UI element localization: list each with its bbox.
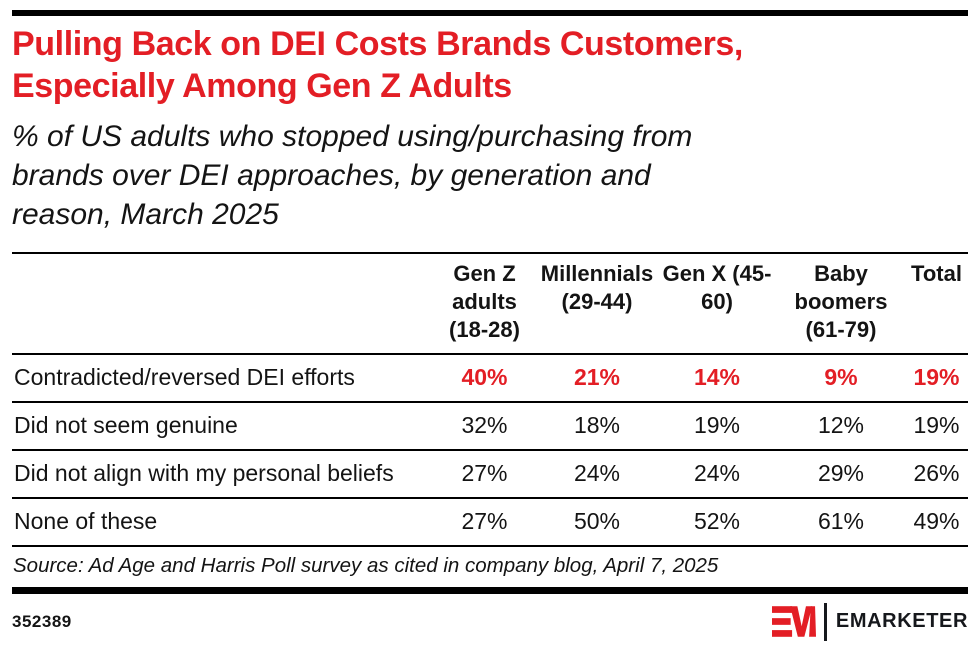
value-cell: 12% bbox=[777, 401, 905, 451]
emarketer-logo: EMARKETER bbox=[771, 602, 968, 641]
footer: 352389 EMARKETER bbox=[12, 594, 968, 641]
top-rule bbox=[12, 10, 968, 16]
column-header-reason bbox=[12, 252, 432, 355]
value-cell: 49% bbox=[905, 497, 968, 547]
value-cell: 18% bbox=[537, 401, 657, 451]
em-monogram-icon bbox=[771, 606, 816, 637]
chart-title: Pulling Back on DEI Costs Brands Custome… bbox=[12, 25, 743, 105]
chart-id: 352389 bbox=[12, 611, 72, 631]
row-label: Did not seem genuine bbox=[12, 401, 432, 451]
table-row: Contradicted/reversed DEI efforts 40% 21… bbox=[12, 353, 968, 403]
value-cell: 26% bbox=[905, 449, 968, 499]
value-cell: 9% bbox=[777, 353, 905, 403]
column-header-millennials: Millennials (29-44) bbox=[537, 252, 657, 355]
value-cell: 40% bbox=[432, 353, 537, 403]
value-cell: 21% bbox=[537, 353, 657, 403]
table-row: Did not align with my personal beliefs 2… bbox=[12, 449, 968, 499]
value-cell: 32% bbox=[432, 401, 537, 451]
value-cell: 24% bbox=[657, 449, 777, 499]
value-cell: 29% bbox=[777, 449, 905, 499]
value-cell: 50% bbox=[537, 497, 657, 547]
row-label: None of these bbox=[12, 497, 432, 547]
value-cell: 52% bbox=[657, 497, 777, 547]
brand-wordmark: EMARKETER bbox=[835, 610, 968, 633]
logo-divider bbox=[823, 602, 827, 641]
source-note: Source: Ad Age and Harris Poll survey as… bbox=[13, 553, 719, 577]
value-cell: 24% bbox=[537, 449, 657, 499]
column-header-total: Total bbox=[905, 252, 968, 355]
value-cell: 61% bbox=[777, 497, 905, 547]
value-cell: 19% bbox=[905, 353, 968, 403]
row-label: Contradicted/reversed DEI efforts bbox=[12, 353, 432, 403]
column-header-gen-z: Gen Z adults (18-28) bbox=[432, 252, 537, 355]
value-cell: 14% bbox=[657, 353, 777, 403]
row-label: Did not align with my personal beliefs bbox=[12, 449, 432, 499]
data-table: Gen Z adults (18-28) Millennials (29-44)… bbox=[12, 251, 968, 547]
chart-subtitle: % of US adults who stopped using/purchas… bbox=[12, 119, 693, 231]
table-row: Did not seem genuine 32% 18% 19% 12% 19% bbox=[12, 401, 968, 451]
column-header-gen-x: Gen X (45-60) bbox=[657, 252, 777, 355]
bottom-rule bbox=[12, 586, 968, 594]
header-row: Gen Z adults (18-28) Millennials (29-44)… bbox=[12, 252, 968, 355]
table-row: None of these 27% 50% 52% 61% 49% bbox=[12, 497, 968, 547]
column-header-baby-boomers: Baby boomers (61-79) bbox=[777, 252, 905, 355]
value-cell: 27% bbox=[432, 449, 537, 499]
value-cell: 27% bbox=[432, 497, 537, 547]
value-cell: 19% bbox=[905, 401, 968, 451]
value-cell: 19% bbox=[657, 401, 777, 451]
